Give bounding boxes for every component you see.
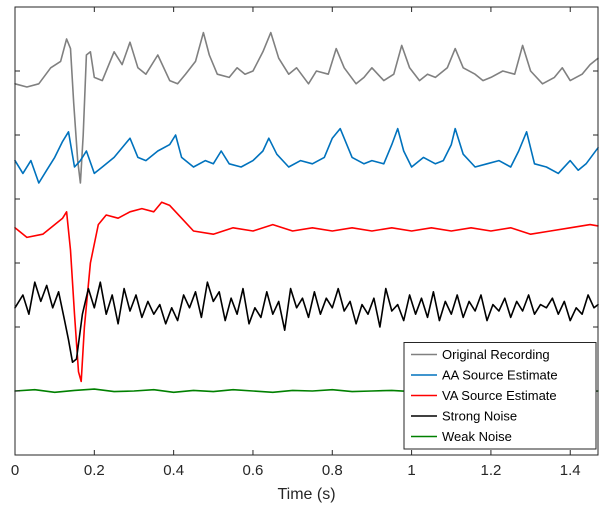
legend[interactable]: Original Recording AA Source Estimate VA S… bbox=[403, 342, 597, 450]
legend-label-3: Strong Noise bbox=[442, 409, 517, 424]
x-axis-title: Time (s) bbox=[277, 486, 335, 503]
tick-layer: 0 0.2 0.4 0.6 0.8 1 1.2 1.4 bbox=[11, 7, 598, 479]
series-line-3 bbox=[14, 281, 599, 363]
x-tick-label: 1.4 bbox=[560, 462, 581, 479]
x-tick-label: 1.2 bbox=[480, 462, 501, 479]
x-tick-label: 0.2 bbox=[84, 462, 105, 479]
series-line-0 bbox=[14, 31, 599, 184]
legend-label-2: VA Source Estimate bbox=[442, 388, 557, 403]
x-tick-label: 1 bbox=[407, 462, 415, 479]
plot-frame bbox=[14, 6, 599, 456]
legend-label-1: AA Source Estimate bbox=[442, 368, 558, 383]
series-layer bbox=[14, 31, 599, 394]
series-line-2 bbox=[14, 201, 599, 383]
series-line-1 bbox=[14, 127, 599, 184]
x-tick-label: 0.4 bbox=[163, 462, 184, 479]
x-tick-label: 0.6 bbox=[243, 462, 264, 479]
x-tick-label: 0.8 bbox=[322, 462, 343, 479]
legend-label-4: Weak Noise bbox=[442, 429, 512, 444]
x-tick-label: 0 bbox=[11, 462, 19, 479]
legend-label-0: Original Recording bbox=[442, 347, 550, 362]
